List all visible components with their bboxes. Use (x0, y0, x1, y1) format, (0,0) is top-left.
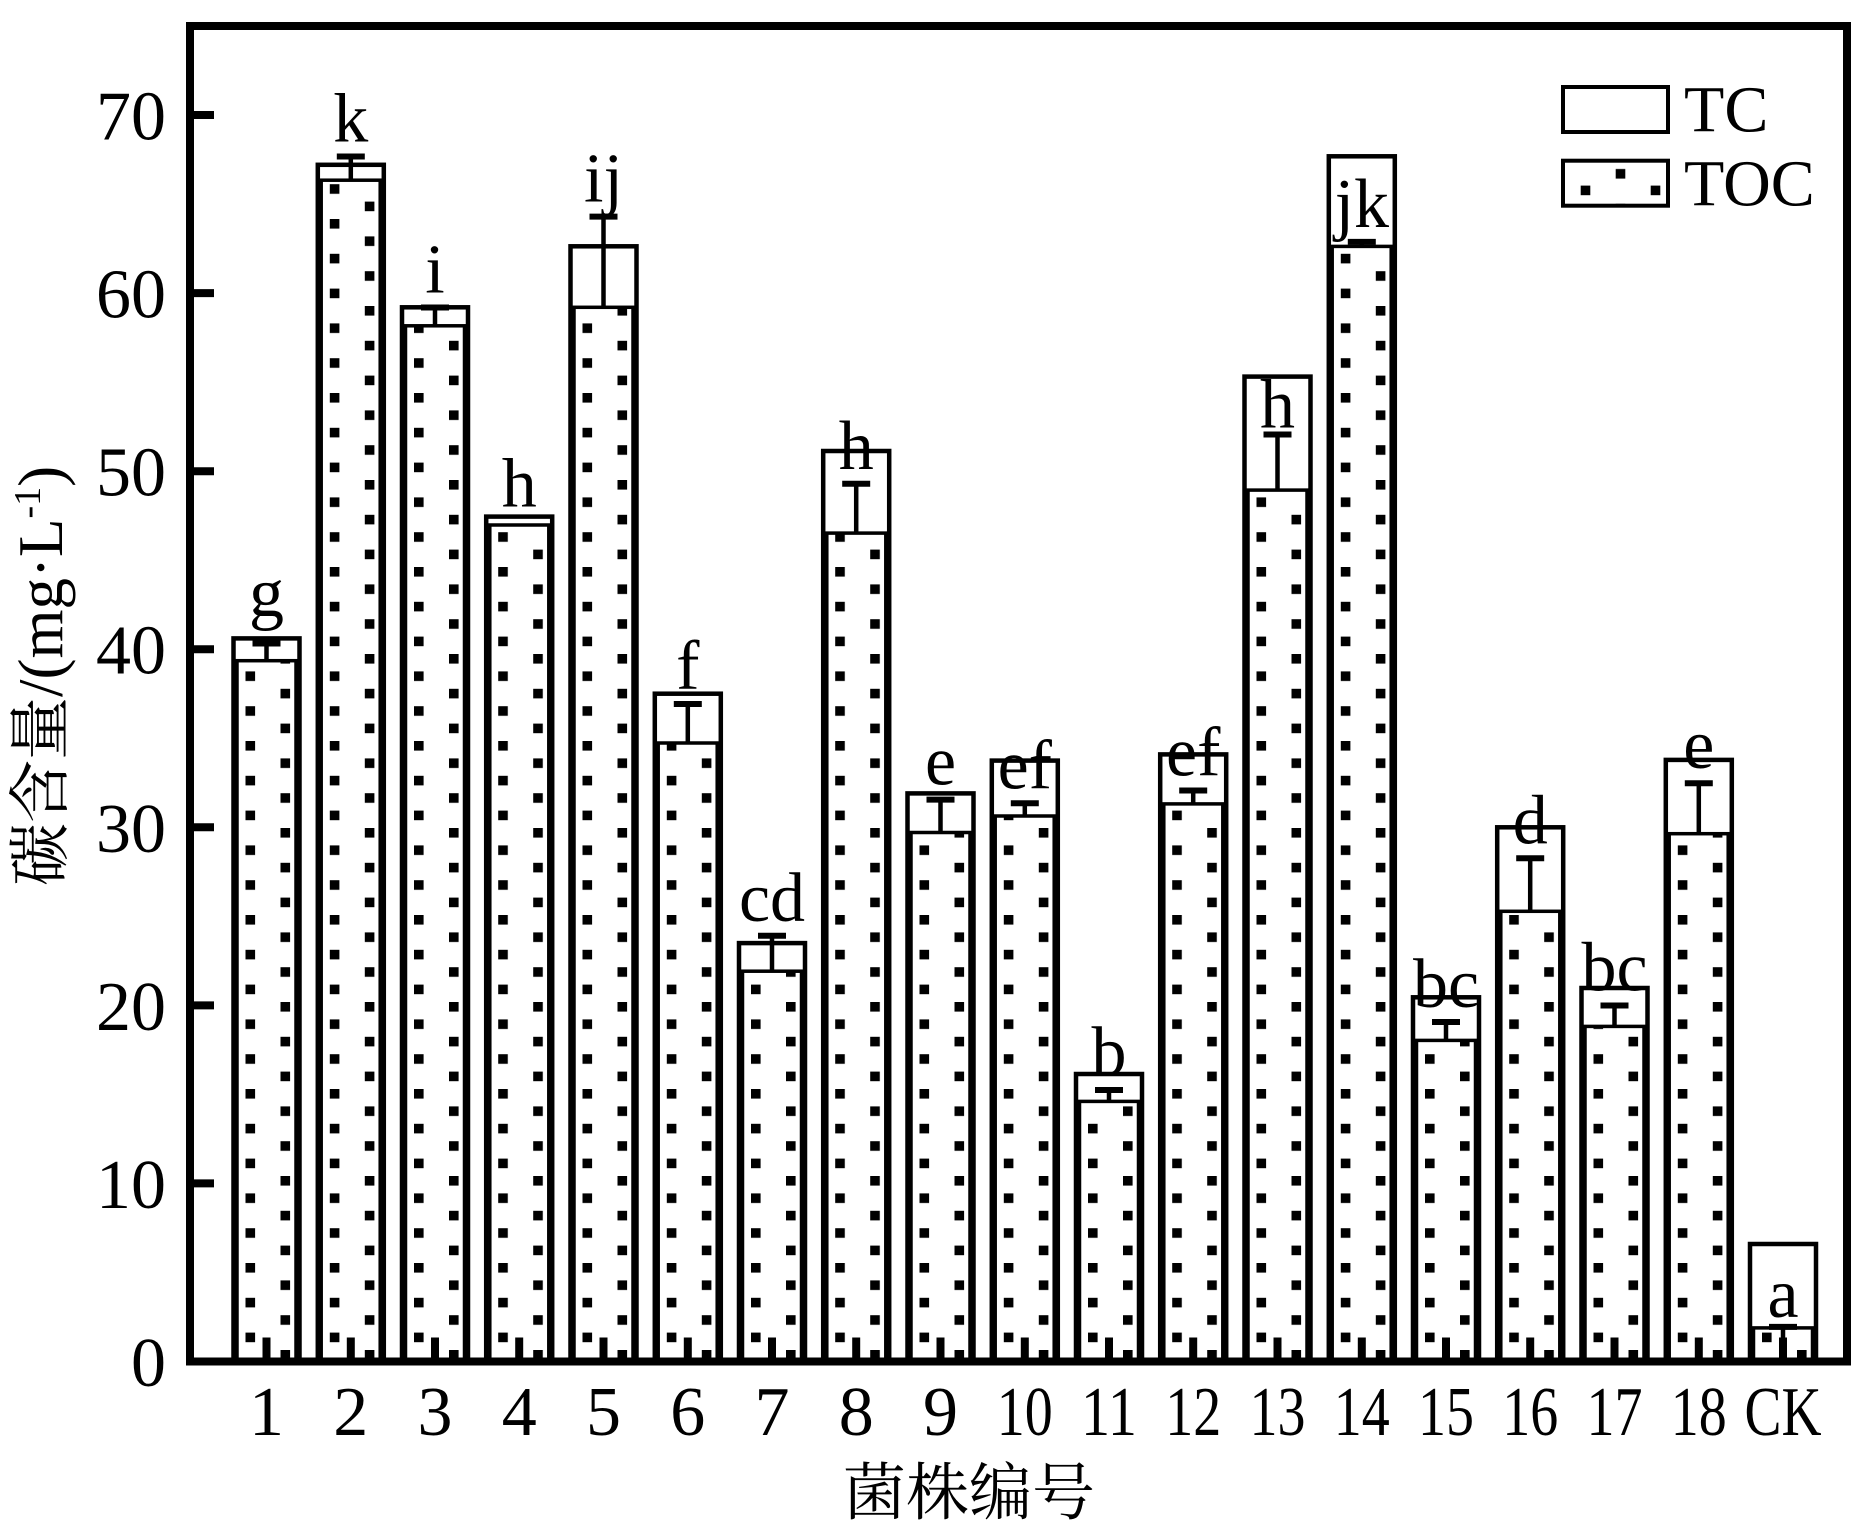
svg-text:CK: CK (1745, 1374, 1822, 1451)
svg-text:11: 11 (1081, 1374, 1137, 1451)
svg-text:10: 10 (997, 1374, 1053, 1451)
svg-text:TOC: TOC (1684, 147, 1815, 220)
svg-text:a: a (1767, 1256, 1798, 1333)
svg-text:h: h (839, 408, 874, 485)
svg-text:0: 0 (131, 1325, 166, 1402)
svg-text:e: e (925, 724, 956, 801)
svg-text:13: 13 (1250, 1374, 1306, 1451)
svg-text:TC: TC (1684, 74, 1768, 147)
svg-text:30: 30 (96, 791, 166, 868)
svg-text:bc: bc (1581, 930, 1647, 1007)
svg-text:9: 9 (923, 1374, 958, 1451)
svg-text:60: 60 (96, 257, 166, 334)
svg-text:18: 18 (1671, 1374, 1727, 1451)
svg-text:40: 40 (96, 613, 166, 690)
svg-text:ef: ef (1166, 715, 1221, 792)
svg-text:g: g (249, 555, 284, 632)
svg-text:ij: ij (584, 141, 623, 218)
svg-text:10: 10 (96, 1147, 166, 1224)
svg-text:b: b (1092, 1014, 1127, 1091)
svg-text:3: 3 (418, 1374, 453, 1451)
svg-text:1: 1 (249, 1374, 284, 1451)
svg-text:ef: ef (998, 727, 1053, 804)
svg-text:14: 14 (1334, 1374, 1390, 1451)
svg-text:15: 15 (1418, 1374, 1474, 1451)
svg-text:2: 2 (333, 1374, 368, 1451)
svg-text:70: 70 (96, 79, 166, 156)
svg-text:h: h (1260, 367, 1295, 444)
svg-text:i: i (425, 232, 444, 309)
svg-text:7: 7 (755, 1374, 790, 1451)
svg-text:16: 16 (1502, 1374, 1558, 1451)
svg-text:h: h (502, 446, 537, 523)
svg-text:4: 4 (502, 1374, 537, 1451)
svg-text:k: k (333, 81, 368, 158)
svg-text:5: 5 (586, 1374, 621, 1451)
svg-text:8: 8 (839, 1374, 874, 1451)
svg-text:12: 12 (1165, 1374, 1221, 1451)
svg-text:6: 6 (670, 1374, 705, 1451)
svg-text:f: f (676, 628, 700, 705)
svg-text:e: e (1683, 707, 1714, 784)
svg-text:bc: bc (1413, 946, 1479, 1023)
svg-text:cd: cd (739, 860, 805, 937)
svg-text:jk: jk (1332, 166, 1389, 243)
svg-text:d: d (1513, 782, 1548, 859)
svg-text:17: 17 (1587, 1374, 1643, 1451)
svg-text:20: 20 (96, 969, 166, 1046)
svg-text:50: 50 (96, 435, 166, 512)
